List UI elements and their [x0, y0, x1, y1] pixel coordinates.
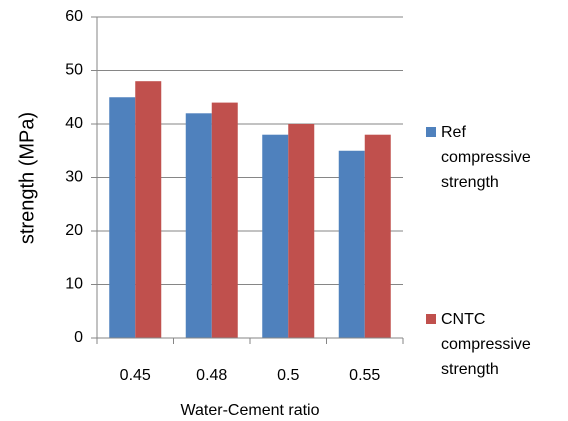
y-tick-label: 10: [65, 276, 83, 293]
x-tick-label: 0.48: [196, 367, 227, 384]
y-tick-label: 40: [65, 115, 83, 132]
y-tick-label: 20: [65, 222, 83, 239]
bar: [262, 134, 289, 338]
legend-swatch: [426, 314, 436, 324]
y-tick-label: 30: [65, 169, 83, 186]
legend-item: CNTC compressive strength: [426, 307, 566, 382]
bar: [338, 150, 365, 338]
y-tick-label: 50: [65, 62, 83, 79]
x-axis-title: Water-Cement ratio: [181, 402, 320, 419]
legend-swatch: [426, 127, 436, 137]
x-tick-label: 0.45: [120, 367, 151, 384]
y-tick-label: 60: [65, 8, 83, 25]
bar: [288, 124, 315, 338]
legend-item: Ref compressive strength: [426, 120, 566, 195]
bar: [185, 113, 212, 338]
x-tick-label: 0.55: [349, 367, 380, 384]
y-axis-title: strength (MPa): [16, 112, 38, 244]
legend-label: CNTC compressive strength: [441, 311, 531, 378]
bar: [109, 97, 136, 338]
bar: [211, 102, 238, 338]
bar: [135, 81, 162, 338]
legend-label: Ref compressive strength: [441, 124, 531, 191]
x-tick-label: 0.5: [277, 367, 299, 384]
y-tick-label: 0: [74, 329, 83, 346]
bar: [364, 134, 391, 338]
